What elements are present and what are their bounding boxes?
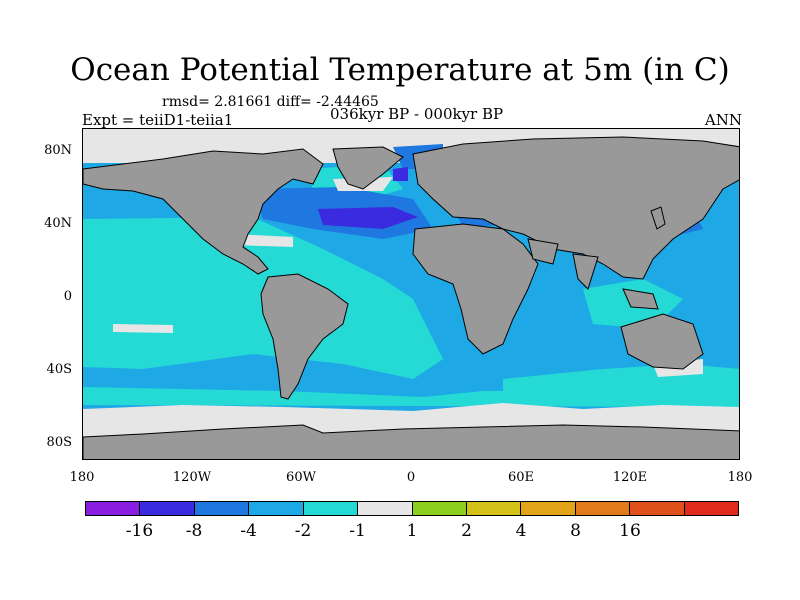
colorbar-label: 1 <box>406 521 418 541</box>
colorbar-label: -1 <box>349 521 366 541</box>
colorbar-label: -4 <box>240 521 257 541</box>
colorbar-swatch <box>466 502 522 515</box>
x-tick-label: 180 <box>69 470 95 485</box>
temperature-map <box>83 129 739 459</box>
y-tick-label: 80S <box>46 435 72 450</box>
land-masses <box>83 136 739 459</box>
colorbar-swatch <box>140 502 195 515</box>
x-tick-label: 0 <box>406 470 416 485</box>
colorbar-swatch <box>684 502 739 515</box>
south-america-land <box>260 273 349 400</box>
x-tick-label: 180 <box>727 470 753 485</box>
maritime-continent-land <box>622 288 659 310</box>
north-america-land <box>83 148 324 275</box>
colorbar-label: -8 <box>185 521 203 541</box>
colorbar-label: 8 <box>570 521 581 541</box>
y-tick-label: 40N <box>44 216 72 231</box>
x-tick-label: 120E <box>612 470 648 485</box>
colorbar-label: -16 <box>125 521 154 541</box>
australia-land <box>620 313 704 370</box>
colorbar-swatch <box>194 502 250 515</box>
colorbar-swatch <box>575 502 631 515</box>
x-tick-label: 60W <box>286 470 316 485</box>
x-tick-label: 120W <box>172 470 212 485</box>
colorbar-swatch <box>86 502 141 515</box>
y-tick-label: 40S <box>46 362 72 377</box>
y-tick-label: 0 <box>63 289 72 304</box>
map-panel <box>82 128 740 460</box>
colorbar-label: 2 <box>461 521 472 541</box>
arabia-land <box>527 238 559 265</box>
y-tick-label: 80N <box>44 143 72 158</box>
colorbar <box>85 501 739 516</box>
japan-land <box>650 206 666 230</box>
colorbar-swatch <box>412 502 467 515</box>
experiment-label: Expt = teiiD1-teiia1 <box>82 111 234 129</box>
season-label: ANN <box>704 111 742 129</box>
africa-land <box>412 223 539 355</box>
india-land <box>572 253 599 290</box>
antarctica-land <box>83 424 739 459</box>
colorbar-swatch <box>358 502 413 515</box>
colorbar-label: 16 <box>619 521 641 541</box>
plot-title: Ocean Potential Temperature at 5m (in C) <box>70 52 730 88</box>
colorbar-label: -2 <box>294 521 312 541</box>
colorbar-label: 4 <box>515 521 527 541</box>
eurasia-land <box>412 136 739 280</box>
colorbar-swatch <box>303 502 359 515</box>
x-tick-label: 60E <box>507 470 535 485</box>
greenland-land <box>332 146 404 190</box>
stats-text: rmsd= 2.81661 diff= -2.44465 <box>162 94 379 110</box>
colorbar-swatch <box>249 502 304 515</box>
colorbar-swatch <box>521 502 576 515</box>
colorbar-swatch <box>630 502 685 515</box>
period-label: 036kyr BP - 000kyr BP <box>330 105 504 123</box>
